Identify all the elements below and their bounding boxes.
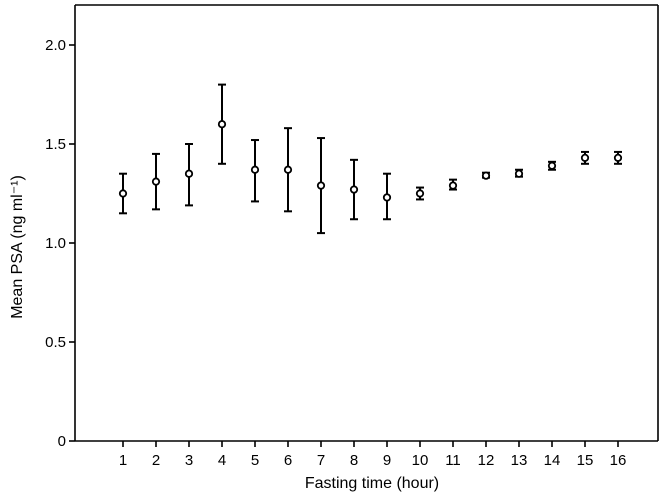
y-tick-label: 1.0 (45, 235, 66, 252)
data-point (448, 181, 458, 190)
x-tick-label: 11 (445, 452, 461, 469)
data-point (580, 153, 590, 162)
data-point (217, 120, 227, 129)
x-tick-label: 5 (251, 452, 259, 469)
data-point (415, 189, 425, 198)
data-point-group (184, 143, 194, 207)
x-axis-title: Fasting time (hour) (305, 475, 439, 492)
data-point-group (283, 127, 293, 213)
data-point-group (481, 171, 491, 180)
data-point-group (448, 178, 458, 191)
data-point-group (316, 137, 326, 235)
data-point (382, 193, 392, 202)
data-point-group (250, 139, 260, 203)
data-point-group (217, 83, 227, 165)
data-point-group (547, 160, 557, 171)
data-point-group (382, 172, 392, 221)
data-point-group (514, 168, 524, 178)
x-tick-label: 15 (577, 452, 594, 469)
x-tick-label: 4 (218, 452, 226, 469)
data-point (283, 165, 293, 174)
y-tick-label: 0.5 (45, 334, 66, 351)
y-ticks: 0 0.5 1.0 1.5 2.0 (45, 37, 75, 450)
data-point (184, 169, 194, 178)
data-point (250, 165, 260, 174)
data-point (349, 185, 359, 194)
x-tick-label: 16 (610, 452, 627, 469)
y-axis-title: Mean PSA (ng ml⁻¹) (9, 175, 26, 319)
data-point (481, 171, 491, 180)
x-tick-label: 1 (119, 452, 127, 469)
x-tick-label: 8 (350, 452, 358, 469)
x-tick-label: 3 (185, 452, 193, 469)
x-tick-label: 7 (317, 452, 325, 469)
data-point (118, 189, 128, 198)
x-tick-label: 14 (544, 452, 561, 469)
x-tick-label: 6 (284, 452, 292, 469)
data-point (151, 177, 161, 186)
data-point (613, 153, 623, 162)
data-point-group (580, 150, 590, 165)
y-tick-label: 0 (58, 433, 66, 450)
plot-area: 00.51.01.52.0 1 2 3 4 5 6 7 8 9 10 11 12 13 14 15 16 (45, 4, 659, 469)
data-point (316, 181, 326, 190)
data-point (547, 161, 557, 170)
x-tick-label: 2 (152, 452, 160, 469)
x-ticks: 1 2 3 4 5 6 7 8 9 10 11 12 13 14 15 16 (119, 441, 627, 469)
y-tick-label: 1.5 (45, 136, 66, 153)
x-tick-label: 9 (383, 452, 391, 469)
x-tick-label: 10 (412, 452, 429, 469)
data-point-group (118, 172, 128, 215)
data-point-group (349, 158, 359, 221)
data-marks (118, 83, 623, 235)
data-point-group (151, 152, 161, 211)
data-point-group (415, 186, 425, 201)
data-point-group (613, 150, 623, 165)
y-tick-label: 2.0 (45, 37, 66, 54)
x-tick-label: 12 (478, 452, 495, 469)
x-tick-label: 13 (511, 452, 528, 469)
data-point (514, 169, 524, 178)
